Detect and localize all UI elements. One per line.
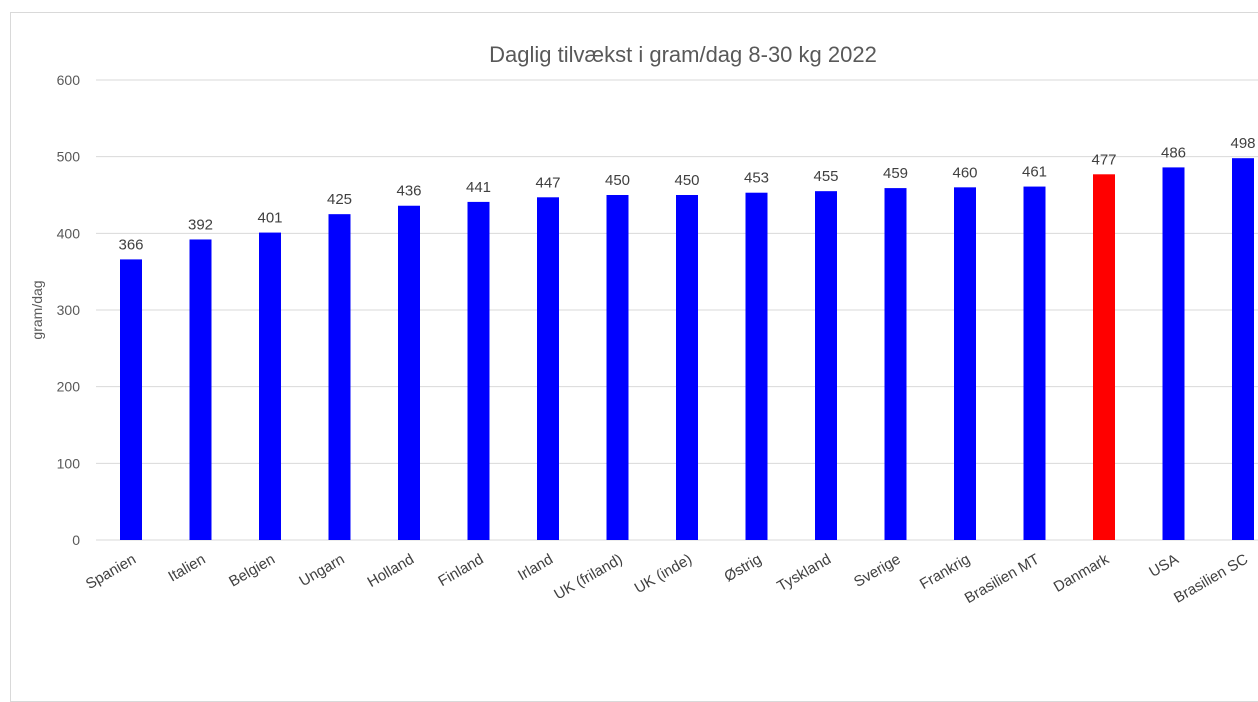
category-label: Spanien [83, 551, 139, 593]
bar [259, 232, 281, 541]
bar [1023, 186, 1046, 541]
bar-value-label: 450 [674, 172, 699, 189]
bar [120, 259, 142, 540]
bar [606, 195, 629, 540]
chart-frame [10, 12, 1258, 702]
bar [328, 214, 351, 540]
chart-title: Daglig tilvækst i gram/dag 8-30 kg 2022 [489, 42, 877, 67]
bar-value-label: 366 [118, 236, 143, 253]
bar [467, 201, 490, 540]
y-tick-label: 0 [72, 532, 80, 548]
bar-value-label: 425 [327, 191, 352, 208]
bar-value-label: 453 [744, 170, 769, 187]
category-label: Irland [515, 551, 556, 584]
bar [398, 205, 420, 540]
bar [537, 197, 559, 541]
bar [189, 239, 212, 540]
category-label: Sverige [851, 551, 904, 591]
bar-value-label: 401 [257, 210, 282, 227]
category-label: Italien [165, 551, 208, 586]
category-label: UK (friland) [551, 551, 625, 604]
bar-value-label: 450 [605, 172, 630, 189]
bar-value-label: 441 [466, 179, 491, 196]
y-tick-label: 300 [57, 302, 81, 318]
category-label: Tyskland [774, 551, 834, 595]
bar-value-label: 461 [1022, 164, 1047, 181]
bar [815, 191, 837, 540]
y-tick-label: 400 [57, 225, 81, 241]
bar-value-label: 459 [883, 165, 908, 182]
y-axis-title: gram/dag [29, 280, 45, 339]
category-label: USA [1146, 551, 1181, 581]
y-tick-label: 500 [57, 149, 81, 165]
bar [884, 188, 907, 540]
y-tick-label: 600 [57, 72, 81, 88]
bar-value-label: 447 [535, 174, 560, 191]
data-labels: 366 392 401 425 436 441 447 450 450 453 455 459 460 4… [118, 135, 1255, 253]
bar [1232, 158, 1254, 540]
category-label: Frankrig [917, 551, 973, 593]
category-label: Holland [364, 551, 417, 591]
category-label: Brasilien MT [962, 551, 1043, 607]
bar [954, 187, 976, 541]
category-label: UK (inde) [632, 551, 695, 597]
bar [1162, 167, 1185, 540]
category-label: Brasilien SC [1171, 551, 1251, 607]
bars [120, 158, 1254, 541]
bar-value-label: 477 [1091, 151, 1116, 168]
bar [676, 195, 698, 540]
bar-value-label: 460 [952, 164, 977, 181]
x-axis-categories: Spanien Italien Belgien Ungarn Holland Finlan… [83, 550, 1251, 607]
bar [1093, 174, 1115, 541]
y-tick-label: 100 [57, 455, 81, 471]
bar-value-label: 392 [188, 216, 213, 233]
category-label: Østrig [721, 551, 764, 586]
bar-value-label: 455 [813, 168, 838, 185]
bar [745, 192, 768, 540]
y-tick-label: 200 [57, 379, 81, 395]
category-label: Finland [435, 551, 486, 590]
bar-value-label: 436 [396, 183, 421, 200]
bar-value-label: 498 [1230, 135, 1255, 152]
category-label: Danmark [1051, 550, 1113, 595]
category-label: Ungarn [296, 551, 347, 590]
bar-value-label: 486 [1161, 144, 1186, 161]
y-axis-ticks: 0 100 200 300 400 500 600 [57, 72, 81, 548]
category-label: Belgien [226, 551, 278, 591]
